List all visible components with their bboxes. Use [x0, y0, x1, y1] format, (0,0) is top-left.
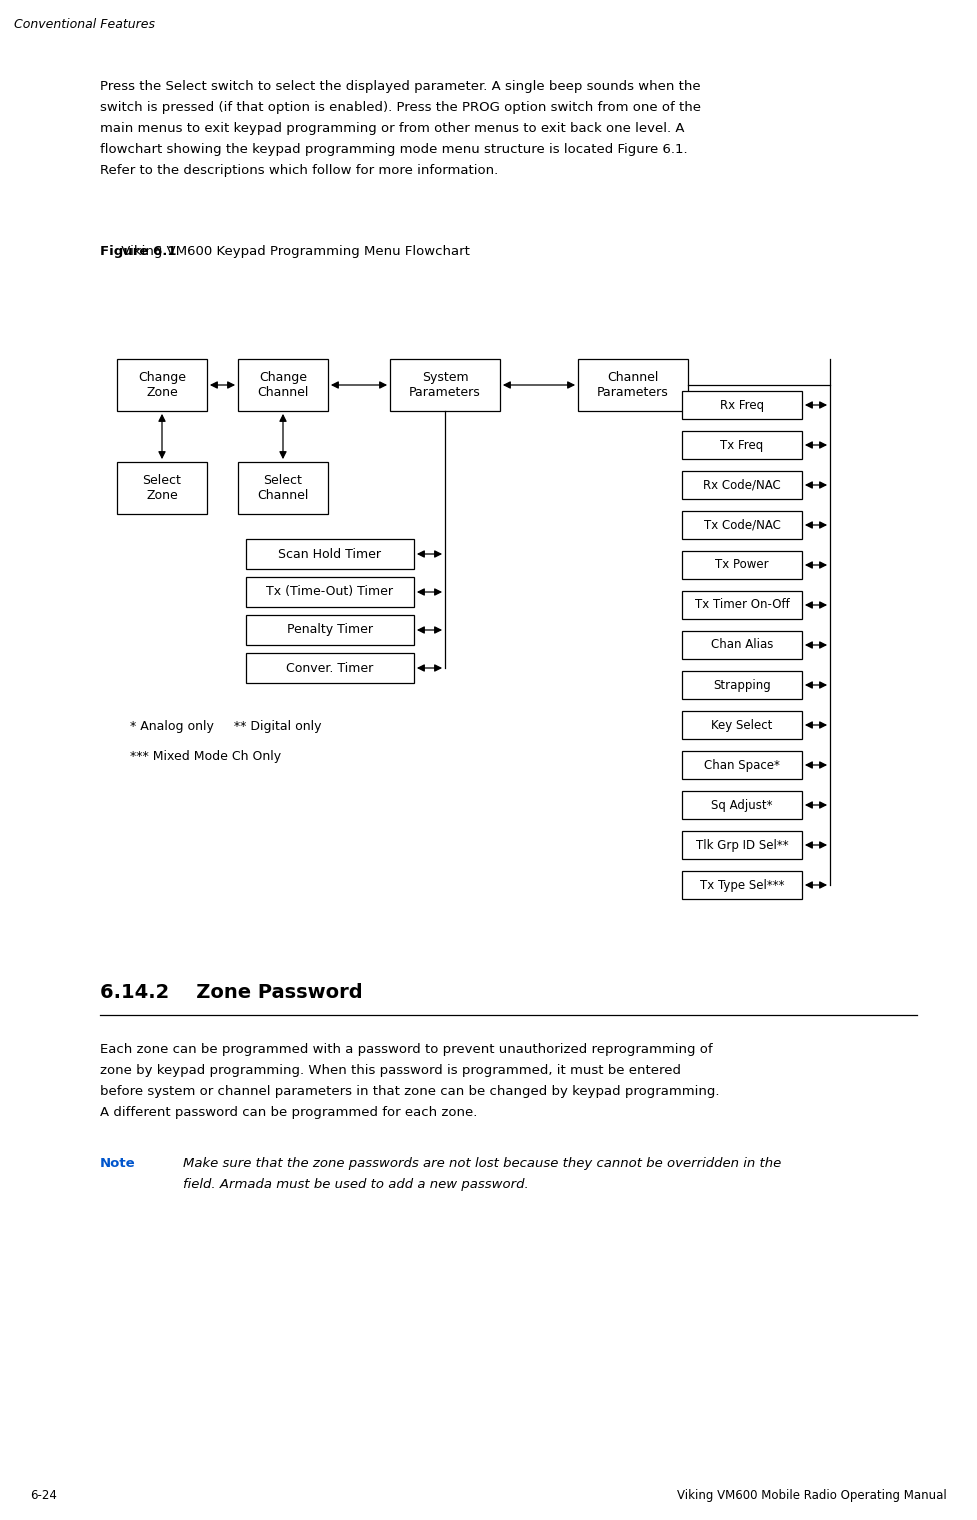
Text: before system or channel parameters in that zone can be changed by keypad progra: before system or channel parameters in t… — [100, 1085, 719, 1097]
Text: switch is pressed (if that option is enabled). Press the PROG option switch from: switch is pressed (if that option is ena… — [100, 100, 701, 114]
Text: Each zone can be programmed with a password to prevent unauthorized reprogrammin: Each zone can be programmed with a passw… — [100, 1043, 712, 1056]
Text: 6.14.2    Zone Password: 6.14.2 Zone Password — [100, 983, 362, 1002]
Bar — [390, 359, 500, 410]
Text: Tx Code/NAC: Tx Code/NAC — [703, 518, 781, 532]
Bar — [682, 711, 802, 739]
Text: System
Parameters: System Parameters — [409, 371, 481, 400]
Bar — [578, 359, 688, 410]
Text: Chan Space*: Chan Space* — [704, 758, 780, 772]
Bar — [682, 751, 802, 778]
Bar — [682, 871, 802, 898]
Text: Tlk Grp ID Sel**: Tlk Grp ID Sel** — [696, 839, 788, 851]
Text: Refer to the descriptions which follow for more information.: Refer to the descriptions which follow f… — [100, 164, 498, 176]
Text: zone by keypad programming. When this password is programmed, it must be entered: zone by keypad programming. When this pa… — [100, 1064, 681, 1078]
Bar — [682, 511, 802, 540]
Text: Select
Channel: Select Channel — [257, 474, 309, 502]
Text: *** Mixed Mode Ch Only: *** Mixed Mode Ch Only — [130, 749, 281, 763]
Text: flowchart showing the keypad programming mode menu structure is located Figure 6: flowchart showing the keypad programming… — [100, 143, 688, 157]
Text: Change
Channel: Change Channel — [257, 371, 309, 400]
Text: Viking VM600 Keypad Programming Menu Flowchart: Viking VM600 Keypad Programming Menu Flo… — [100, 245, 470, 258]
Text: Strapping: Strapping — [713, 678, 771, 692]
Text: Scan Hold Timer: Scan Hold Timer — [278, 547, 381, 561]
Text: Select
Zone: Select Zone — [143, 474, 182, 502]
Text: field. Armada must be used to add a new password.: field. Armada must be used to add a new … — [183, 1178, 529, 1192]
Text: Rx Code/NAC: Rx Code/NAC — [703, 479, 781, 491]
Text: Tx Power: Tx Power — [715, 558, 769, 572]
Bar — [117, 359, 207, 410]
Bar — [682, 831, 802, 859]
Bar — [246, 654, 414, 682]
Bar — [246, 540, 414, 568]
Text: Channel
Parameters: Channel Parameters — [597, 371, 669, 400]
Bar — [682, 391, 802, 420]
Bar — [117, 462, 207, 514]
Text: Change
Zone: Change Zone — [138, 371, 186, 400]
Text: Figure 6.1: Figure 6.1 — [100, 245, 177, 258]
Bar — [682, 790, 802, 819]
Bar — [682, 670, 802, 699]
Bar — [682, 631, 802, 660]
Text: Tx Freq: Tx Freq — [720, 438, 764, 451]
Text: Note: Note — [100, 1157, 136, 1170]
Text: Tx (Time-Out) Timer: Tx (Time-Out) Timer — [267, 585, 394, 599]
Bar — [238, 359, 328, 410]
Text: Press the Select switch to select the displayed parameter. A single beep sounds : Press the Select switch to select the di… — [100, 81, 701, 93]
Bar — [682, 591, 802, 619]
Text: Penalty Timer: Penalty Timer — [287, 623, 373, 637]
Text: 6-24: 6-24 — [30, 1490, 57, 1502]
Bar — [246, 616, 414, 644]
Text: Conventional Features: Conventional Features — [14, 18, 155, 30]
Bar — [682, 471, 802, 499]
Bar — [682, 552, 802, 579]
Text: Rx Freq: Rx Freq — [720, 398, 764, 412]
Text: Make sure that the zone passwords are not lost because they cannot be overridden: Make sure that the zone passwords are no… — [183, 1157, 782, 1170]
Text: Sq Adjust*: Sq Adjust* — [711, 798, 773, 812]
Text: main menus to exit keypad programming or from other menus to exit back one level: main menus to exit keypad programming or… — [100, 122, 685, 135]
Text: * Analog only     ** Digital only: * Analog only ** Digital only — [130, 720, 321, 733]
Bar — [238, 462, 328, 514]
Text: Tx Type Sel***: Tx Type Sel*** — [700, 879, 785, 892]
Text: Conver. Timer: Conver. Timer — [286, 661, 373, 675]
Text: Viking VM600 Mobile Radio Operating Manual: Viking VM600 Mobile Radio Operating Manu… — [677, 1490, 947, 1502]
Text: Key Select: Key Select — [711, 719, 773, 731]
Bar — [682, 432, 802, 459]
Text: Chan Alias: Chan Alias — [711, 638, 773, 652]
Text: Tx Timer On-Off: Tx Timer On-Off — [695, 599, 789, 611]
Text: A different password can be programmed for each zone.: A different password can be programmed f… — [100, 1107, 478, 1119]
Bar — [246, 578, 414, 606]
